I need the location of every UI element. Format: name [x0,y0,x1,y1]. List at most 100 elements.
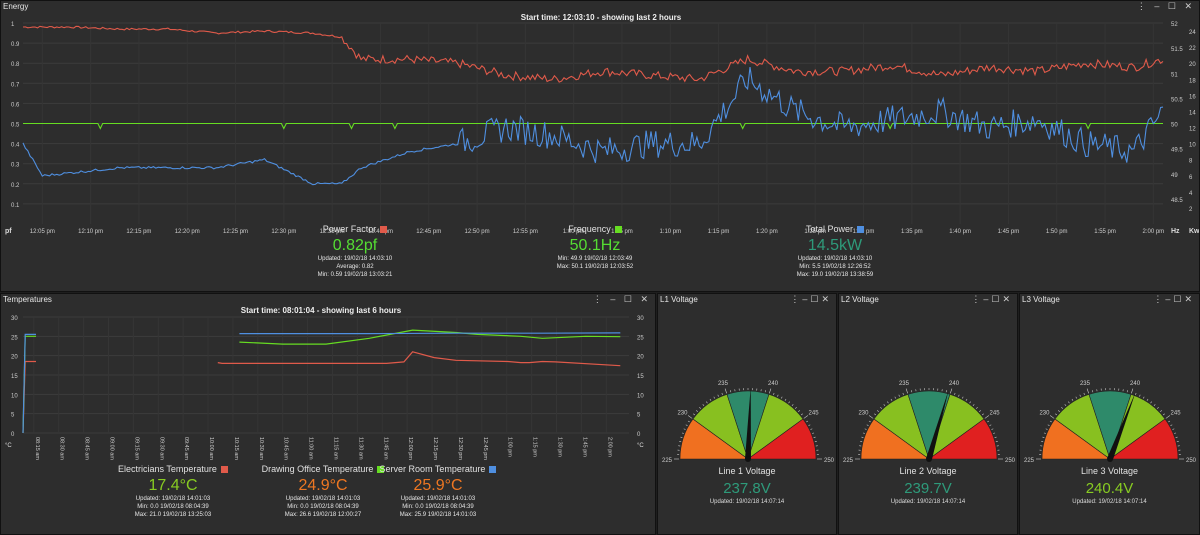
close-icon[interactable]: ✕ [1002,294,1013,304]
y-tick-label: 0.6 [11,102,20,108]
x-tick-label: 12:20 pm [175,229,200,235]
gauge-tick [1049,415,1055,419]
stat-detail: Min: 49.9 19/02/18 12:03:49 [557,256,633,262]
stat-value: 25.9°C [413,477,463,494]
panel-controls: ⋮–☐✕ [790,294,832,305]
gauge-tick [1139,394,1141,397]
stat-detail: Average: 0.82 [336,264,374,270]
gauge-tick [721,392,723,395]
energy-stat: Frequency 50.1Hz Min: 49.9 19/02/18 12:03:… [485,224,705,271]
gauge-tick [993,432,996,434]
stat-detail: Min: 0.0 19/02/18 08:04:39 [287,504,359,510]
gauge-hub [1107,456,1113,462]
gauge-tick [877,410,879,412]
gauge-tick [862,432,865,434]
gauge-tick [950,388,953,394]
gauge-tick [1175,436,1178,438]
gauge-tick [868,420,871,423]
y-tick-label: 0.8 [11,62,20,68]
gauge-tick [1049,420,1052,423]
menu-icon[interactable]: ⋮ [790,294,803,304]
gauge-tick [784,398,787,401]
close-icon[interactable]: ✕ [821,294,832,304]
gauge-tick [965,398,968,401]
minimize-icon[interactable]: – [1165,294,1174,304]
y-right-tick-label: 20 [637,355,644,361]
gauge-tick [979,410,981,412]
y-tick-label: 5 [11,413,15,419]
temperatures-chart: 0 0 5 5 10 10 15 15 20 20 25 25 30 30 08:15 am 08:30 am… [5,316,644,460]
gauge-tick [954,392,956,395]
gauge-tick [883,404,886,407]
gauge-tick [984,415,990,419]
gauge-tick [864,428,867,430]
gauge-scale-label: 240 [768,381,779,387]
gauge-tick [706,401,708,404]
gauge-scale-label: 240 [949,381,960,387]
y-right-kw-tick: 24 [1189,30,1196,36]
gauge-scale-label: 225 [843,458,854,464]
y-tick-label: 20 [11,355,18,361]
stat-detail: Min: 0.0 19/02/18 08:04:39 [402,504,474,510]
y-right-kw-tick: 22 [1189,46,1196,52]
minimize-icon[interactable]: – [610,294,619,304]
gauge-tick [1083,392,1085,395]
stat-value: 0.82pf [332,237,378,254]
y-axis-unit: °C [5,443,12,449]
series-line-1 [239,329,621,345]
stat-label: Frequency [485,224,705,234]
menu-icon[interactable]: ⋮ [1136,1,1149,11]
hz-axis-label: Hz [1171,228,1180,235]
gauge-tick [1068,401,1070,404]
gauge-tick [1153,404,1156,407]
y-right-hz-tick: 49 [1171,173,1178,179]
y-tick-label: 10 [11,393,18,399]
legend-swatch [380,226,388,234]
y-right-hz-tick: 48.5 [1171,198,1183,204]
gauge-tick [713,396,716,399]
close-icon[interactable]: ✕ [1184,1,1195,11]
energy-chart: 0.1 0.2 0.3 0.4 0.5 0.6 0.7 0.8 0.9 1 48.5 49 49.5 50… [5,22,1199,235]
gauge-tick [699,407,701,409]
gauge-tick [969,401,971,404]
x-tick-label: 1:05 pm [611,229,633,235]
menu-icon[interactable]: ⋮ [971,294,984,304]
maximize-icon[interactable]: ☐ [623,294,635,304]
y-tick-label: 0.3 [11,163,20,169]
close-icon[interactable]: ✕ [640,294,651,304]
minimize-icon[interactable]: – [1154,1,1163,11]
x-tick-label: 11:45 am [382,437,388,460]
series-line-1 [23,122,1163,130]
series-line-2 [239,332,621,335]
stat-detail: Max: 19.0 19/02/18 13:38:59 [796,272,874,278]
minimize-icon[interactable]: – [802,294,811,304]
y-tick-label: 1 [11,22,15,28]
menu-icon[interactable]: ⋮ [1153,294,1166,304]
menu-icon[interactable]: ⋮ [592,294,605,304]
maximize-icon[interactable]: ☐ [991,294,1003,304]
x-tick-label: 08:30 am [59,437,65,460]
stat-detail: Max: 21.0 19/02/18 13:25:03 [134,512,212,518]
maximize-icon[interactable]: ☐ [1167,1,1179,11]
gauge-tick [994,436,997,438]
legend-swatch [614,226,622,234]
stat-label-text: Total Power [805,224,854,234]
stat-detail: Max: 25.9 19/02/18 14:01:03 [399,512,477,518]
gauge-tick [696,410,698,412]
minimize-icon[interactable]: – [983,294,992,304]
stat-detail: Updated: 19/02/18 14:01:03 [400,496,476,502]
close-icon[interactable]: ✕ [1184,294,1195,304]
maximize-icon[interactable]: ☐ [810,294,822,304]
gauge-tick [1165,415,1171,419]
gauge-hub [926,456,932,462]
panel-title: L1 Voltage [660,295,698,304]
gauge-tick [773,392,775,395]
x-tick-label: 12:15 pm [126,229,151,235]
y-tick-label: 0.4 [11,143,20,149]
stat-label-text: Power Factor [322,224,377,234]
maximize-icon[interactable]: ☐ [1173,294,1185,304]
y-tick-label: 0.1 [11,203,20,209]
gauge-tick [1174,432,1177,434]
stat-detail: Min: 5.5 19/02/18 12:26:52 [799,264,871,270]
stat-label-text: Electricians Temperature [118,464,217,474]
